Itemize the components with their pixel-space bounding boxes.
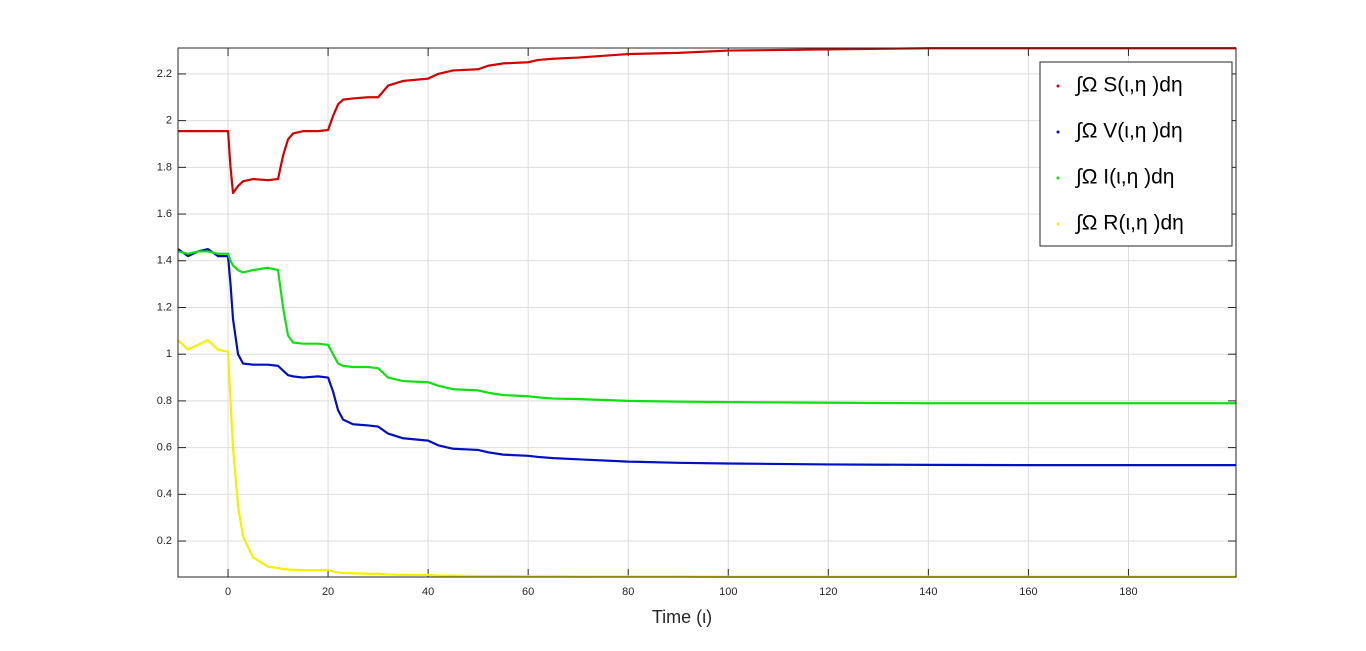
legend-marker <box>1056 84 1060 88</box>
y-tick-label: 1.4 <box>157 255 172 267</box>
x-tick-label: 60 <box>522 586 534 598</box>
legend-label: ∫Ω I(ι,η )dη <box>1075 166 1174 189</box>
y-tick-label: 0.4 <box>157 488 172 500</box>
x-tick-label: 0 <box>225 586 231 598</box>
legend-label: ∫Ω R(ι,η )dη <box>1075 212 1184 235</box>
x-tick-label: 160 <box>1019 586 1037 598</box>
legend-marker <box>1056 130 1060 134</box>
x-tick-label: 20 <box>322 586 334 598</box>
legend-label: ∫Ω S(ι,η )dη <box>1075 74 1183 97</box>
legend-marker <box>1056 222 1060 226</box>
x-tick-label: 140 <box>919 586 937 598</box>
x-tick-label: 120 <box>819 586 837 598</box>
x-tick-label: 100 <box>719 586 737 598</box>
y-tick-label: 1 <box>166 348 172 360</box>
y-tick-label: 1.2 <box>157 301 172 313</box>
y-tick-label: 2.2 <box>157 68 172 80</box>
series-line <box>178 47 1236 195</box>
x-tick-label: 80 <box>622 586 634 598</box>
x-axis-label: Time (ι) <box>652 607 712 627</box>
x-tick-label: 180 <box>1119 586 1137 598</box>
x-tick-label: 40 <box>422 586 434 598</box>
legend: ∫Ω S(ι,η )dη ∫Ω V(ι,η )dη ∫Ω I(ι,η )dη ∫Ω R… <box>1039 61 1233 247</box>
y-tick-label: 0.2 <box>157 535 172 547</box>
y-tick-label: 1.8 <box>157 161 172 173</box>
series-line <box>177 250 1236 405</box>
y-tick-label: 2 <box>166 115 172 127</box>
series-line <box>177 247 1236 467</box>
legend-label: ∫Ω V(ι,η )dη <box>1075 120 1183 143</box>
y-tick-label: 0.8 <box>157 395 172 407</box>
legend-box <box>1039 61 1233 247</box>
legend-marker <box>1056 176 1060 180</box>
y-tick-label: 0.6 <box>157 442 172 454</box>
plot-frame <box>177 47 1237 578</box>
y-tick-label: 1.6 <box>157 208 172 220</box>
